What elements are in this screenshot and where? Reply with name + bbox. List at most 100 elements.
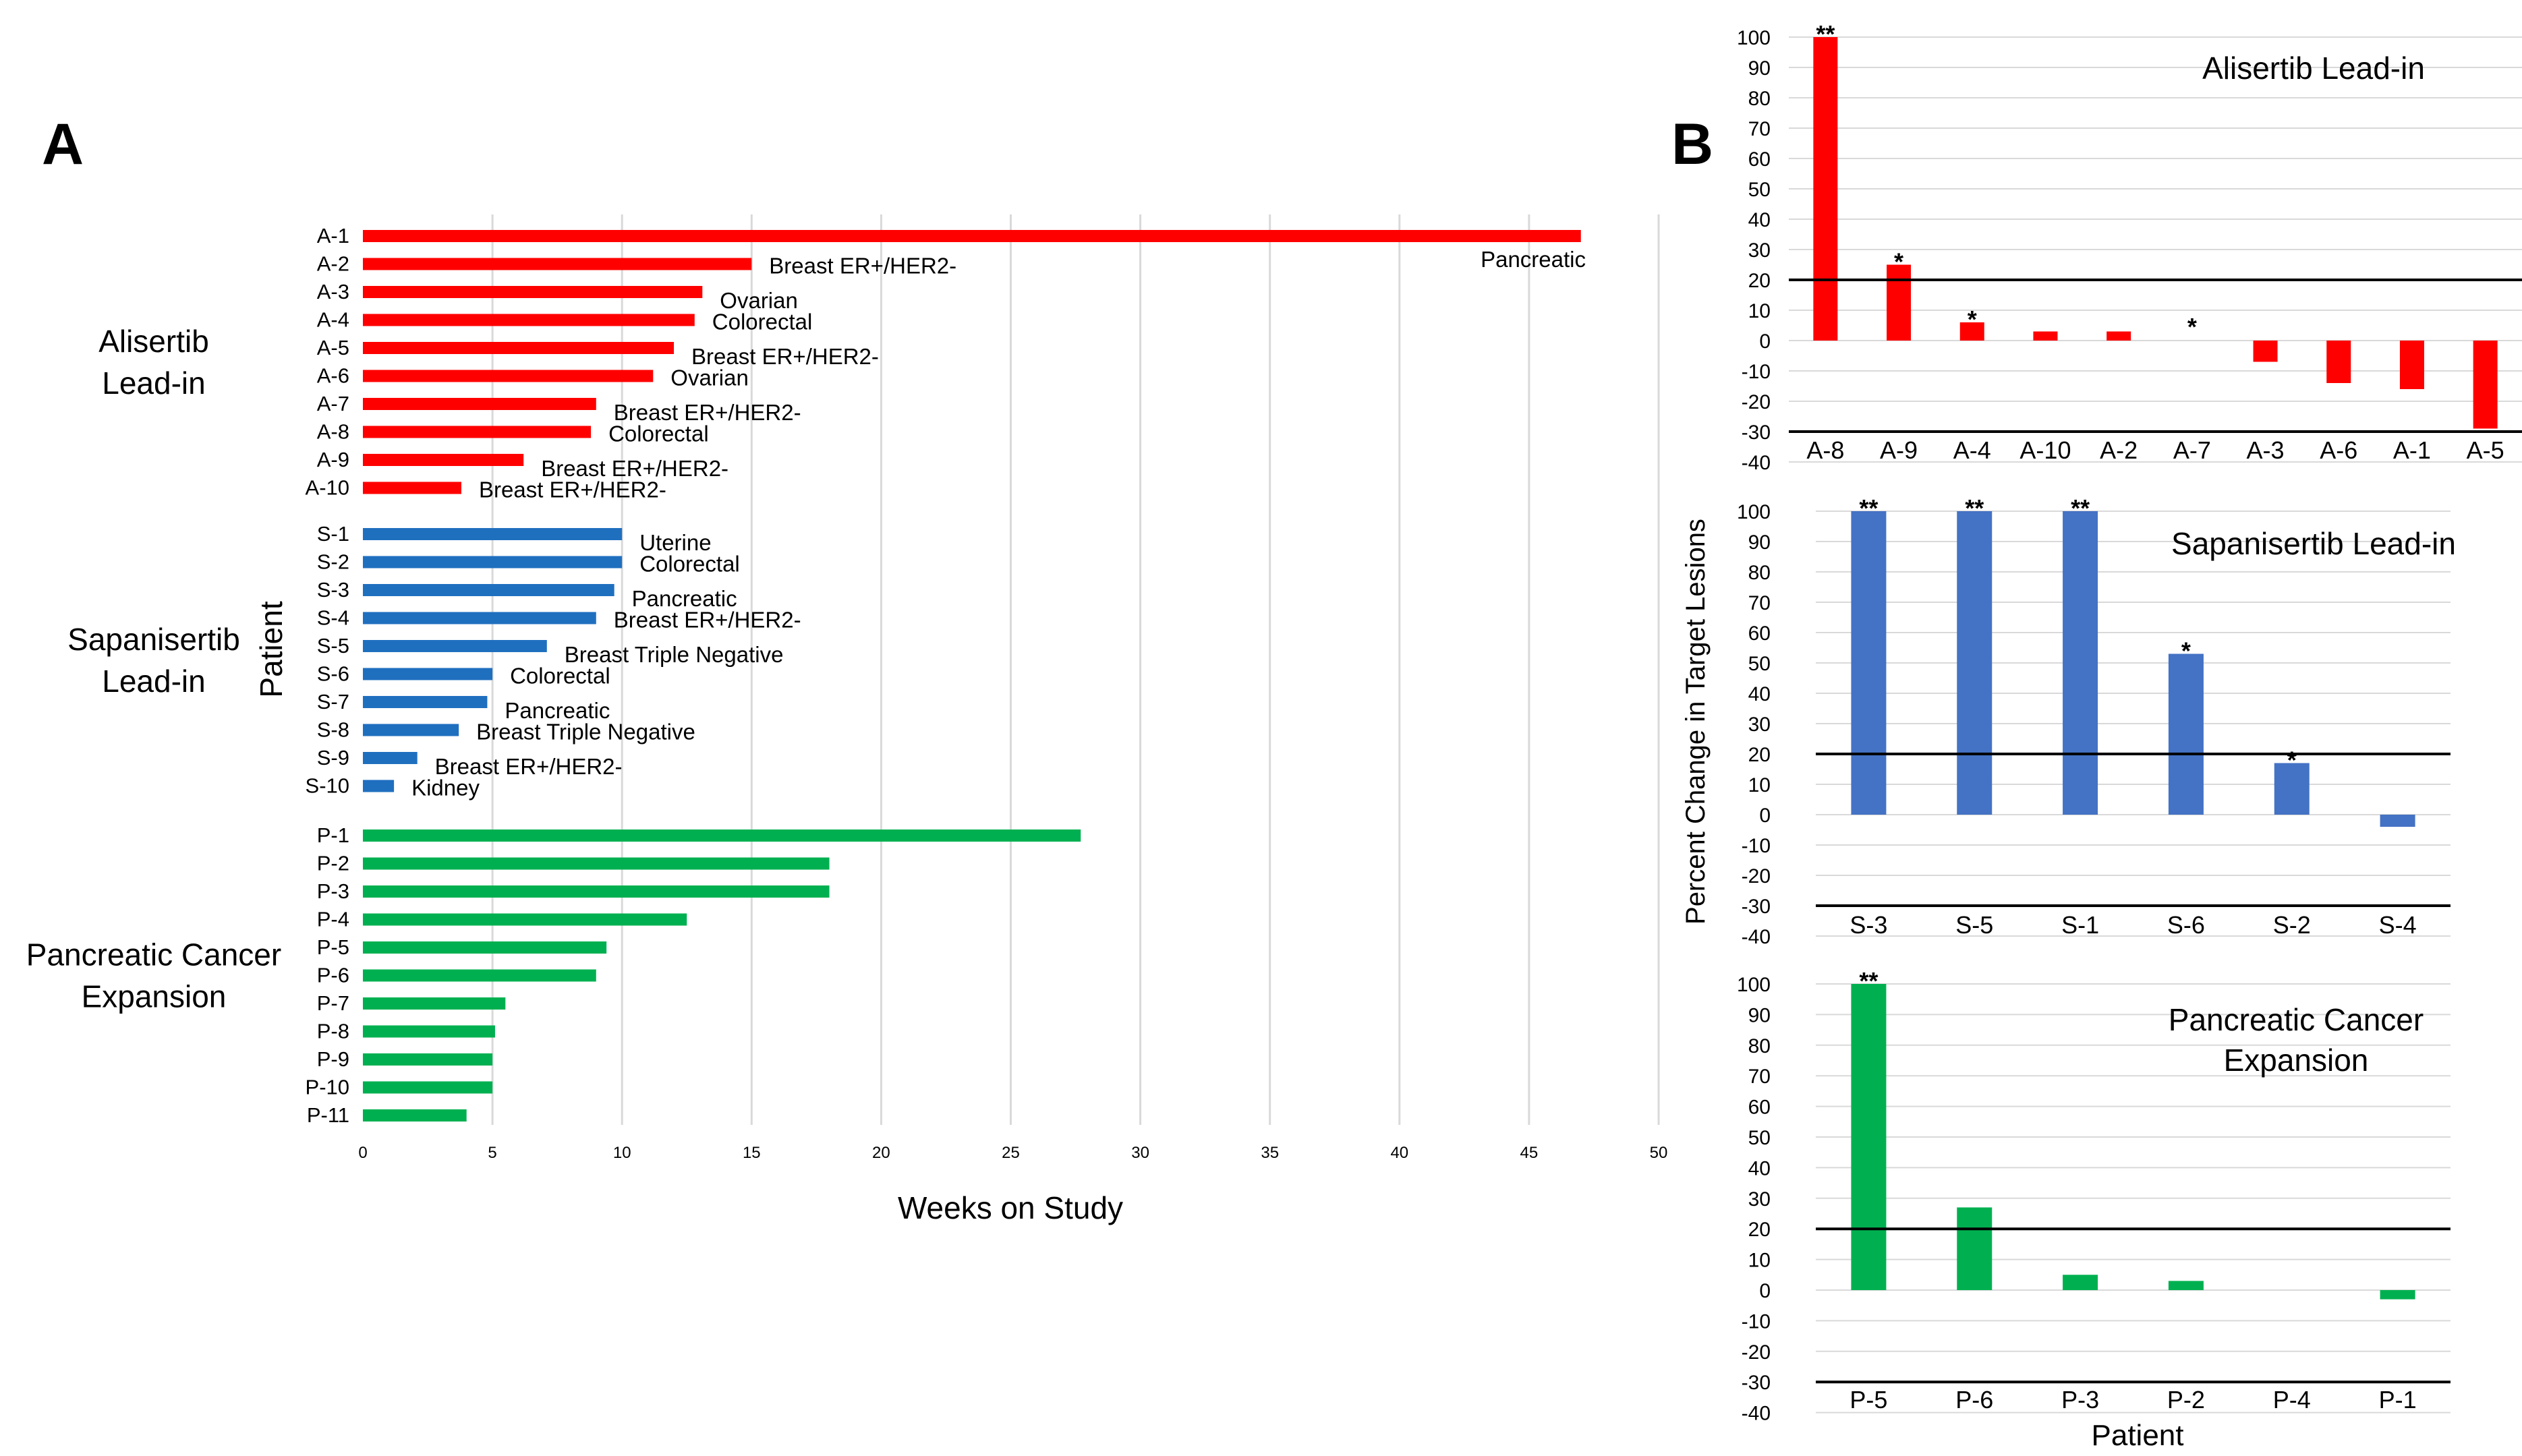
bar-P-6	[363, 969, 596, 982]
chart-1-bar-A-3	[2253, 341, 2278, 362]
chart-3-y-tick-70: 70	[1748, 1066, 1771, 1088]
chart-1-category-A-9: A-9	[1880, 436, 1918, 464]
chart-3-y-tick-60: 60	[1748, 1097, 1771, 1119]
chart-1-bar-A-4	[1959, 322, 1984, 341]
bar-P-3	[363, 885, 830, 898]
chart-3-category-P-4: P-4	[2273, 1386, 2311, 1414]
chart-1-y-tick-0: 0	[1759, 330, 1771, 353]
patient-label-S-2: S-2	[317, 550, 349, 574]
chart-2-annotation-S-3: **	[1859, 494, 1878, 522]
patient-label-S-6: S-6	[317, 662, 349, 686]
chart-3-bar-P-2	[2168, 1281, 2204, 1290]
chart-2-bar-S-4	[2380, 815, 2415, 827]
patient-label-A-3: A-3	[317, 280, 349, 303]
patient-label-A-10: A-10	[306, 476, 349, 500]
patient-label-P-7: P-7	[317, 991, 349, 1015]
chart-1-annotation-A-8: **	[1816, 20, 1835, 48]
chart-2-y-tick-40: 40	[1748, 683, 1771, 705]
chart-3-bar-P-6	[1957, 1207, 1993, 1290]
x-tick-label-5: 5	[488, 1144, 496, 1162]
chart-2-title: Sapanisertib Lead-in	[2171, 526, 2456, 561]
patient-label-S-10: S-10	[306, 774, 349, 798]
patient-label-P-3: P-3	[317, 879, 349, 903]
chart-2-y-tick--10: -10	[1742, 835, 1771, 857]
x-tick-label-0: 0	[358, 1144, 367, 1162]
chart-2-y-tick--30: -30	[1742, 896, 1771, 918]
chart-2-y-tick-0: 0	[1759, 805, 1771, 827]
chart-1-y-tick--10: -10	[1742, 361, 1771, 383]
x-tick-label-15: 15	[743, 1144, 761, 1162]
chart-3-y-tick-40: 40	[1748, 1157, 1771, 1180]
tumor-label-S-4: Breast ER+/HER2-	[614, 608, 801, 633]
bar-A-4	[363, 314, 695, 326]
chart-3-y-tick-30: 30	[1748, 1188, 1771, 1211]
chart-3-bar-P-5	[1851, 984, 1887, 1290]
chart-3-y-tick-80: 80	[1748, 1035, 1771, 1057]
bar-S-7	[363, 696, 488, 708]
chart-2-bar-S-6	[2168, 653, 2204, 815]
bar-S-10	[363, 780, 395, 792]
bar-A-1	[363, 230, 1581, 242]
tumor-label-A-6: Ovarian	[670, 366, 749, 390]
tumor-label-S-10: Kidney	[411, 776, 480, 800]
bar-S-4	[363, 612, 596, 624]
chart-2-y-tick-60: 60	[1748, 622, 1771, 645]
chart-3-bar-P-1	[2380, 1290, 2415, 1300]
chart-1-title: Alisertib Lead-in	[2202, 51, 2425, 86]
patient-label-A-8: A-8	[317, 420, 349, 444]
chart-3-y-tick--30: -30	[1742, 1372, 1771, 1394]
patient-label-A-5: A-5	[317, 336, 349, 359]
bar-P-7	[363, 997, 506, 1010]
chart-1-y-tick--30: -30	[1742, 421, 1771, 444]
bar-P-4	[363, 913, 687, 926]
chart-1-y-tick--20: -20	[1742, 391, 1771, 413]
chart-1-y-tick-80: 80	[1748, 88, 1771, 110]
panel-b-label: B	[1671, 112, 1713, 177]
chart-3-bar-P-3	[2063, 1275, 2098, 1290]
chart-1-y-tick-10: 10	[1748, 300, 1771, 322]
chart-2-category-S-1: S-1	[2061, 911, 2099, 939]
chart-1-category-A-6: A-6	[2320, 436, 2357, 464]
bar-P-5	[363, 941, 607, 954]
patient-label-A-1: A-1	[317, 224, 349, 247]
chart-2-annotation-S-5: **	[1965, 494, 1984, 522]
chart-3-y-tick-100: 100	[1737, 974, 1771, 996]
chart-2-y-tick-30: 30	[1748, 714, 1771, 736]
tumor-label-S-8: Breast Triple Negative	[476, 720, 695, 745]
patient-label-A-7: A-7	[317, 392, 349, 415]
chart-1-bar-A-5	[2473, 341, 2498, 429]
chart-1-annotation-A-7: *	[2187, 313, 2197, 341]
chart-3-y-tick-90: 90	[1748, 1004, 1771, 1026]
patient-label-P-10: P-10	[306, 1076, 349, 1099]
chart-3-category-P-2: P-2	[2167, 1386, 2205, 1414]
tumor-label-S-6: Colorectal	[510, 664, 610, 689]
chart-2-y-tick-20: 20	[1748, 744, 1771, 766]
bar-S-6	[363, 668, 493, 680]
group-label-sapanisertib: Lead-in	[102, 664, 205, 699]
tumor-label-S-7: Pancreatic	[505, 698, 610, 723]
chart-1-y-tick-30: 30	[1748, 239, 1771, 262]
chart-1-category-A-7: A-7	[2173, 436, 2211, 464]
x-tick-label-50: 50	[1650, 1144, 1668, 1162]
chart-2-bar-S-5	[1957, 511, 1993, 815]
x-tick-label-25: 25	[1002, 1144, 1020, 1162]
tumor-label-A-2: Breast ER+/HER2-	[769, 254, 956, 279]
y-axis-title: Patient	[254, 601, 289, 697]
tumor-label-S-3: Pancreatic	[632, 586, 737, 611]
tumor-label-A-8: Colorectal	[608, 421, 709, 446]
patient-label-S-8: S-8	[317, 718, 349, 742]
chart-2-y-tick--40: -40	[1742, 926, 1771, 948]
tumor-label-A-7: Breast ER+/HER2-	[614, 400, 801, 425]
tumor-label-A-9: Breast ER+/HER2-	[541, 456, 728, 481]
x-tick-label-35: 35	[1261, 1144, 1279, 1162]
bar-P-1	[363, 829, 1081, 842]
patient-label-A-2: A-2	[317, 252, 349, 276]
chart-1-y-tick-50: 50	[1748, 179, 1771, 201]
x-tick-label-45: 45	[1520, 1144, 1539, 1162]
bar-P-10	[363, 1081, 493, 1094]
chart-2-y-tick-100: 100	[1737, 501, 1771, 523]
chart-1-annotation-A-9: *	[1894, 248, 1903, 276]
chart-1-bar-A-6	[2326, 341, 2351, 383]
patient-label-P-2: P-2	[317, 852, 349, 875]
